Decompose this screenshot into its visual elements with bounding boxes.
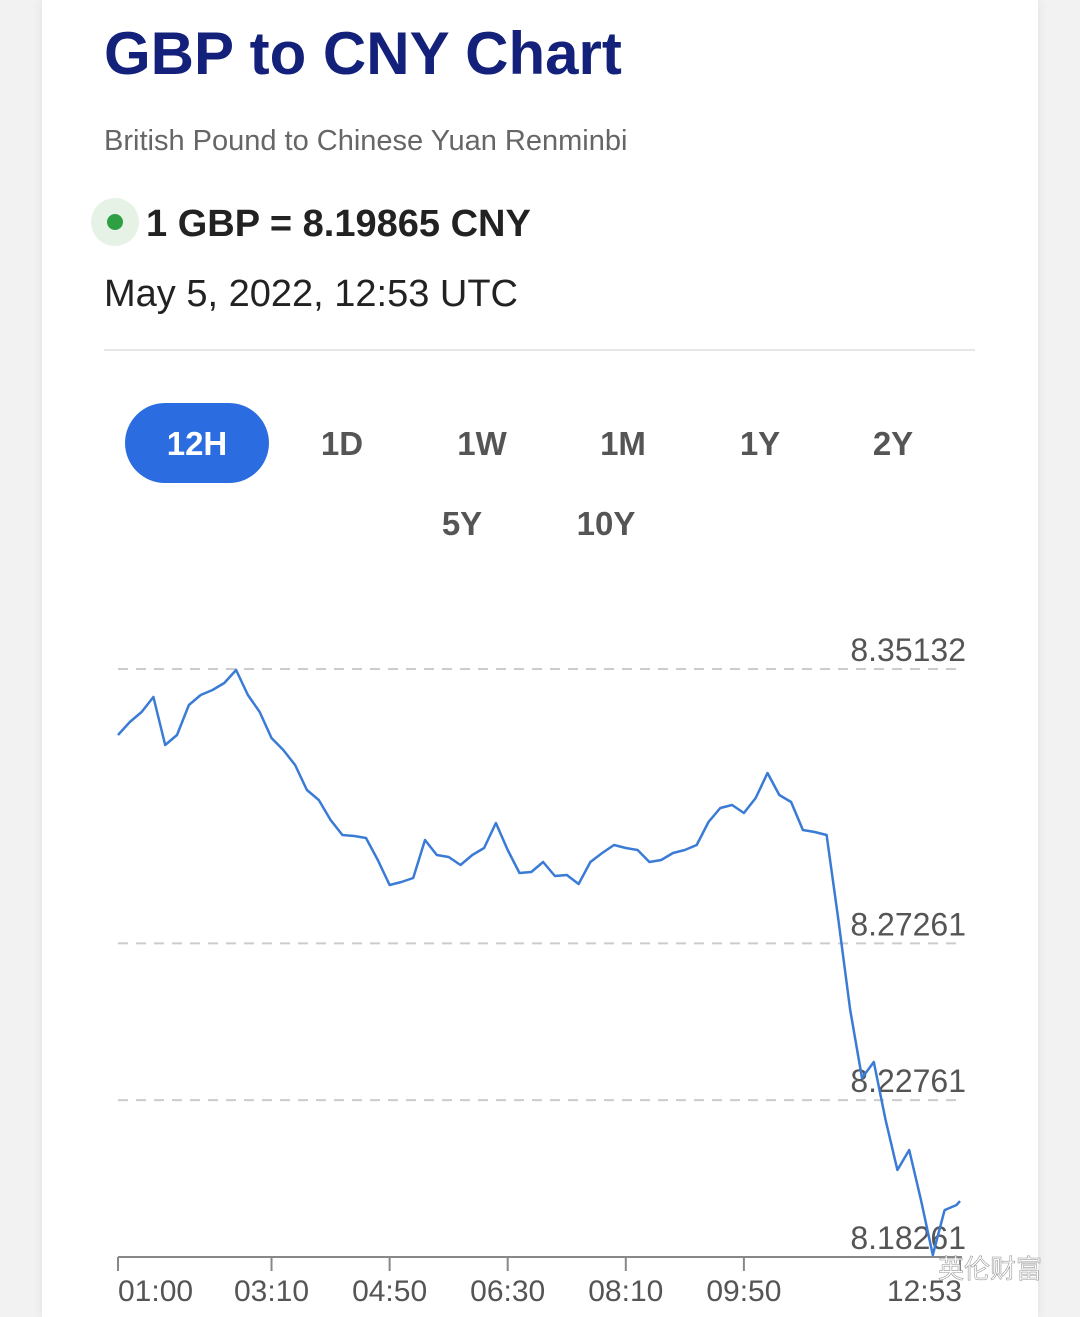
x-tick-label: 04:50 [352, 1275, 427, 1308]
x-tick-label: 06:30 [470, 1275, 545, 1308]
y-tick-label: 8.18261 [850, 1220, 966, 1256]
range-button[interactable]: 12H [167, 425, 228, 462]
rate: 1 GBP = 8.19865 CNY [146, 203, 531, 245]
range-button[interactable]: 1W [457, 425, 507, 462]
range-button[interactable]: 1Y [740, 425, 780, 462]
timestamp: May 5, 2022, 12:53 UTC [104, 273, 518, 315]
x-tick-label: 08:10 [588, 1275, 663, 1308]
range-button-active[interactable] [125, 403, 269, 483]
watermark: 英伦财富 [938, 1254, 1042, 1284]
subtitle: British Pound to Chinese Yuan Renminbi [104, 125, 627, 157]
range-selector: 12H 1D 1W 1M 1Y 2Y 5Y 10Y [125, 403, 913, 542]
live-dot [107, 214, 123, 230]
range-button[interactable]: 1M [600, 425, 646, 462]
price-line [117, 668, 961, 1257]
range-button[interactable]: 5Y [442, 505, 482, 542]
y-tick-label: 8.27261 [850, 906, 966, 942]
title: GBP to CNY Chart [104, 20, 622, 87]
y-tick-label: 8.35132 [850, 632, 966, 668]
x-tick-label: 03:10 [234, 1275, 309, 1308]
x-tick-label: 12:53 [887, 1275, 962, 1308]
x-tick-label: 01:00 [118, 1275, 193, 1308]
range-button[interactable]: 10Y [577, 505, 636, 542]
card [42, 0, 1038, 1317]
x-tick-label: 09:50 [706, 1275, 781, 1308]
range-button[interactable]: 2Y [873, 425, 913, 462]
range-button[interactable]: 1D [321, 425, 363, 462]
